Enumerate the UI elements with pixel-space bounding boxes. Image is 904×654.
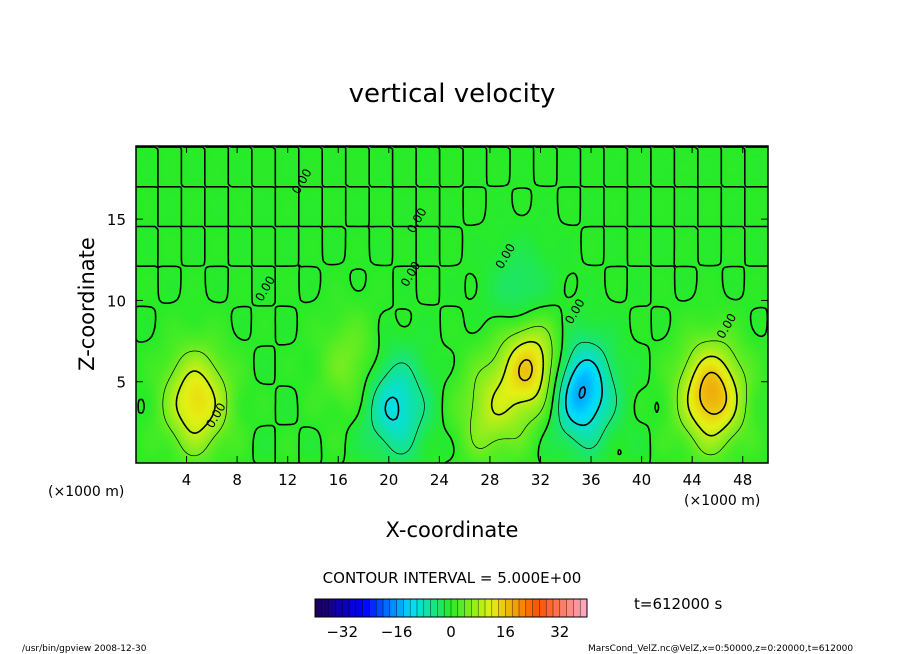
colorbar-frame: [314, 598, 588, 618]
colorbar-cell: [532, 599, 540, 617]
colorbar: −32 −16 0 16 32: [314, 598, 588, 641]
x-tick-label: 16: [329, 471, 348, 489]
chart-title: vertical velocity: [349, 79, 556, 109]
x-tick-label: 20: [379, 471, 398, 489]
x-tick-label: 28: [480, 471, 499, 489]
colorbar-cell: [328, 599, 336, 617]
footer-right: MarsCond_VelZ.nc@VelZ,x=0:50000,z=0:2000…: [588, 644, 853, 654]
colorbar-cell: [396, 599, 404, 617]
colorbar-cell: [315, 599, 323, 617]
x-tick-label: 4: [182, 471, 192, 489]
colorbar-cell: [417, 599, 425, 617]
colorbar-cell: [457, 599, 466, 617]
x-tick-label: 40: [632, 471, 651, 489]
x-axis-label: X-coordinate: [386, 518, 519, 542]
y-tick-label: 10: [107, 292, 126, 310]
colorbar-cell: [376, 599, 384, 617]
contour-level: [175, 340, 738, 437]
footer-left: /usr/bin/gpview 2008-12-30: [22, 644, 147, 654]
colorbar-cell: [342, 599, 350, 617]
x-tick-label: 36: [581, 471, 600, 489]
colorbar-cell: [430, 599, 438, 617]
colorbar-cell: [539, 599, 547, 617]
colorbar-cell: [525, 599, 534, 617]
colorbar-cell: [485, 599, 493, 617]
contour-interval: CONTOUR INTERVAL = 5.000E+00: [323, 569, 582, 587]
colorbar-tick-label: 32: [550, 623, 569, 641]
contour-level: [578, 385, 586, 400]
colorbar-cell: [519, 599, 527, 617]
colorbar-cell: [559, 599, 568, 617]
x-unit-left: (×1000 m): [48, 484, 124, 500]
colorbar-cell: [410, 599, 418, 617]
colorbar-cell: [369, 599, 377, 617]
y-tick-label: 5: [116, 374, 126, 392]
colorbar-cell: [335, 599, 343, 617]
colorbar-cell: [580, 599, 588, 617]
colorbar-tick-label: 16: [496, 623, 515, 641]
colorbar-cell: [444, 599, 452, 617]
x-tick-label: 8: [232, 471, 242, 489]
contour-level: [371, 341, 617, 455]
plot-area: 0.000.000.00 0.000.000.00 0.000.00: [135, 145, 769, 464]
colorbar-cell: [383, 599, 391, 617]
colorbar-cell: [471, 599, 479, 617]
contour-level: [162, 325, 747, 457]
time-label: t=612000 s: [634, 595, 722, 613]
colorbar-cell: [403, 599, 411, 617]
x-tick-label: 24: [430, 471, 449, 489]
colorbar-cell: [349, 599, 357, 617]
colorbar-cell: [546, 599, 554, 617]
colorbar-tick-label: −16: [381, 623, 413, 641]
contour-level: [384, 359, 603, 427]
colorbar-cell: [573, 599, 581, 617]
colorbar-cell: [321, 599, 330, 617]
colorbar-cell: [491, 599, 500, 617]
contour-lines: [135, 145, 769, 464]
colorbar-cell: [451, 599, 459, 617]
colorbar-cell: [498, 599, 506, 617]
colorbar-tick-label: 0: [446, 623, 456, 641]
plot-frame: [135, 145, 769, 464]
colorbar-cell: [512, 599, 520, 617]
x-axis-ticks: 4 8 12 16 20 24 28 32 36 40 44 48: [182, 146, 752, 489]
velocity-field: [136, 146, 768, 463]
colorbar-tick-label: −32: [326, 623, 358, 641]
y-axis-ticks: 5 10 15: [107, 211, 768, 392]
colorbar-cell: [362, 599, 370, 617]
colorbar-cell: [389, 599, 398, 617]
colorbar-cell: [553, 599, 561, 617]
colorbar-tick-labels: −32 −16 0 16 32: [326, 623, 569, 641]
x-tick-label: 32: [531, 471, 550, 489]
colorbar-cell: [437, 599, 445, 617]
colorbar-cell: [478, 599, 486, 617]
colorbar-cell: [464, 599, 472, 617]
x-tick-label: 48: [733, 471, 752, 489]
x-tick-label: 44: [683, 471, 702, 489]
y-axis-label: Z-coordinate: [75, 237, 99, 371]
colorbar-cell: [566, 599, 574, 617]
y-tick-label: 15: [107, 211, 126, 229]
contour-level: [135, 145, 769, 464]
x-unit-right: (×1000 m): [684, 493, 760, 509]
contour-level: [518, 358, 728, 415]
colorbar-cell: [355, 599, 364, 617]
x-tick-label: 12: [278, 471, 297, 489]
colorbar-cell: [505, 599, 513, 617]
colorbar-cell: [423, 599, 432, 617]
